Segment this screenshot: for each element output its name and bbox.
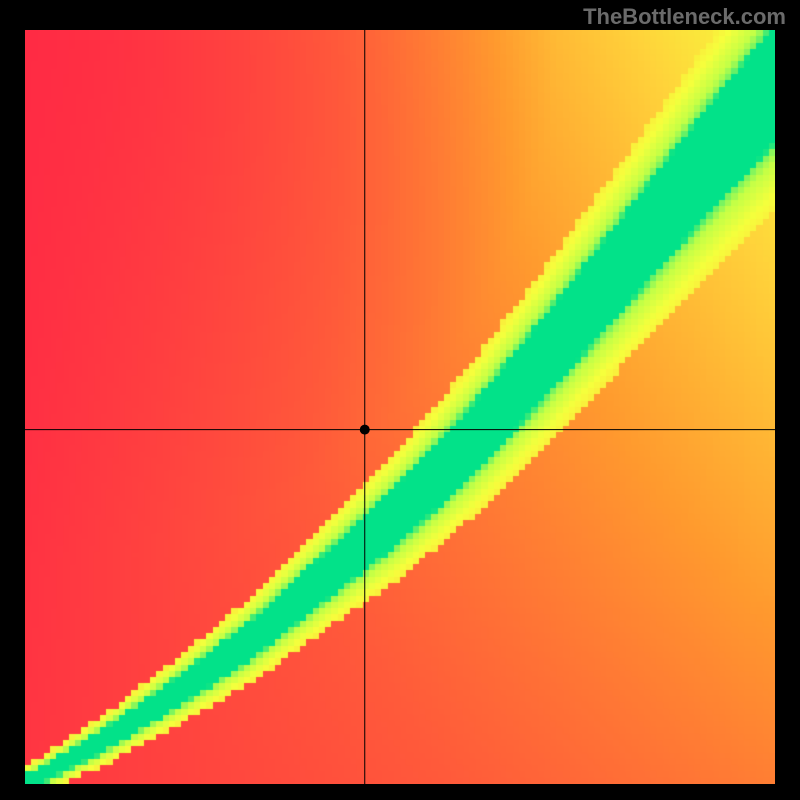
bottleneck-heatmap [25,30,775,784]
watermark-text: TheBottleneck.com [583,4,786,30]
chart-container: TheBottleneck.com [0,0,800,800]
